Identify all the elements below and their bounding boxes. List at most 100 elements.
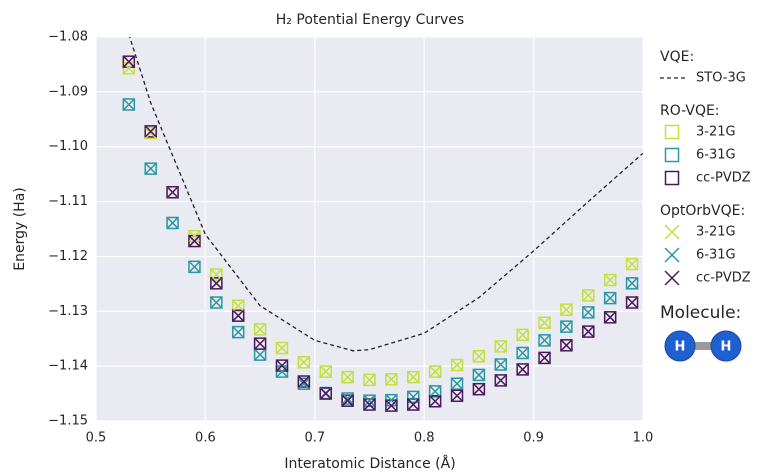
square-marker (494, 358, 508, 371)
legend-label: cc-PVDZ (696, 171, 751, 186)
square-marker (603, 311, 617, 324)
square-marker (341, 370, 354, 384)
x-marker (123, 98, 135, 111)
legend-label: 3-21G (696, 225, 736, 240)
y-tick-label: −1.08 (48, 30, 88, 45)
square-marker (122, 98, 136, 111)
legend-group-title: RO-VQE: (660, 103, 720, 119)
x-marker (539, 334, 551, 346)
x-marker (342, 392, 354, 405)
square-marker (538, 334, 551, 347)
x-marker (123, 56, 135, 68)
x-marker (451, 390, 463, 402)
x-marker (517, 363, 529, 375)
x-marker (298, 375, 310, 388)
x-marker (582, 326, 594, 338)
square-marker (472, 368, 486, 382)
legend-group-title: VQE: (660, 49, 694, 65)
x-axis-label: Interatomic Distance (Å) (284, 455, 455, 472)
x-marker (254, 323, 266, 335)
square-marker (582, 306, 595, 319)
square-marker (538, 351, 551, 365)
x-tick-label: 1.0 (633, 431, 654, 446)
x-marker (495, 340, 507, 352)
square-marker (363, 398, 376, 411)
square-marker (363, 373, 376, 387)
x-tick-label: 0.6 (195, 431, 216, 446)
square-marker (560, 320, 573, 333)
x-marker (188, 235, 200, 247)
square-marker (450, 389, 464, 403)
x-marker (664, 224, 680, 240)
x-marker (232, 300, 244, 312)
square-marker (428, 385, 442, 398)
atom-label: H (675, 340, 686, 355)
square-marker (603, 273, 617, 287)
plot-background (96, 37, 643, 421)
x-tick-label: 0.5 (86, 431, 107, 446)
square-marker (144, 162, 157, 175)
legend-group-title: OptOrbVQE: (660, 203, 745, 219)
x-marker (363, 374, 376, 386)
square-marker (516, 363, 529, 376)
x-marker (188, 261, 200, 273)
y-axis-label: Energy (Ha) (12, 187, 28, 271)
x-marker (232, 326, 244, 338)
square-marker (664, 147, 680, 163)
square-marker (582, 325, 595, 338)
square-marker (297, 356, 311, 369)
x-marker (342, 395, 354, 407)
line (129, 37, 643, 352)
x-marker (495, 358, 507, 371)
atom-label: H (721, 340, 732, 355)
x-marker (188, 230, 200, 242)
square-marker (582, 289, 595, 302)
bond (683, 342, 723, 350)
x-marker (407, 399, 419, 411)
square-marker (407, 370, 420, 384)
legend-label: STO-3G (696, 71, 746, 86)
x-marker (429, 385, 441, 397)
square-marker (319, 387, 332, 400)
square-marker (122, 62, 136, 75)
x-marker (604, 274, 616, 286)
x-marker (473, 369, 485, 381)
square-marker (122, 55, 136, 68)
square-marker (210, 296, 223, 309)
x-marker (582, 306, 594, 318)
x-marker (429, 395, 441, 407)
square-marker (188, 260, 201, 274)
x-marker (232, 310, 244, 322)
y-tick-label: −1.10 (48, 139, 88, 154)
x-marker (298, 356, 310, 368)
x-marker (385, 400, 397, 412)
x-marker (626, 258, 638, 270)
x-marker (210, 296, 222, 309)
x-marker (167, 186, 179, 198)
x-marker (604, 311, 616, 323)
x-marker (626, 296, 638, 309)
square-marker (664, 170, 680, 186)
square-marker (428, 395, 442, 408)
square-marker (450, 377, 464, 390)
square-marker (664, 124, 680, 140)
x-marker (451, 378, 463, 390)
y-tick-label: −1.15 (48, 414, 88, 429)
y-tick-label: −1.09 (48, 84, 88, 99)
x-tick-label: 0.8 (414, 431, 435, 446)
square-marker (166, 185, 179, 199)
square-marker (516, 328, 529, 342)
x-marker (363, 395, 376, 407)
square-marker (385, 373, 398, 386)
square-marker (472, 350, 486, 363)
square-marker (625, 296, 639, 309)
x-tick-label: 0.9 (523, 431, 544, 446)
square-marker (538, 316, 551, 330)
x-marker (407, 371, 419, 383)
x-marker (664, 247, 680, 263)
square-marker (297, 375, 311, 388)
legend-label: 6-31G (696, 248, 736, 263)
x-marker (320, 388, 332, 400)
square-marker (407, 398, 420, 411)
x-marker (254, 338, 266, 350)
